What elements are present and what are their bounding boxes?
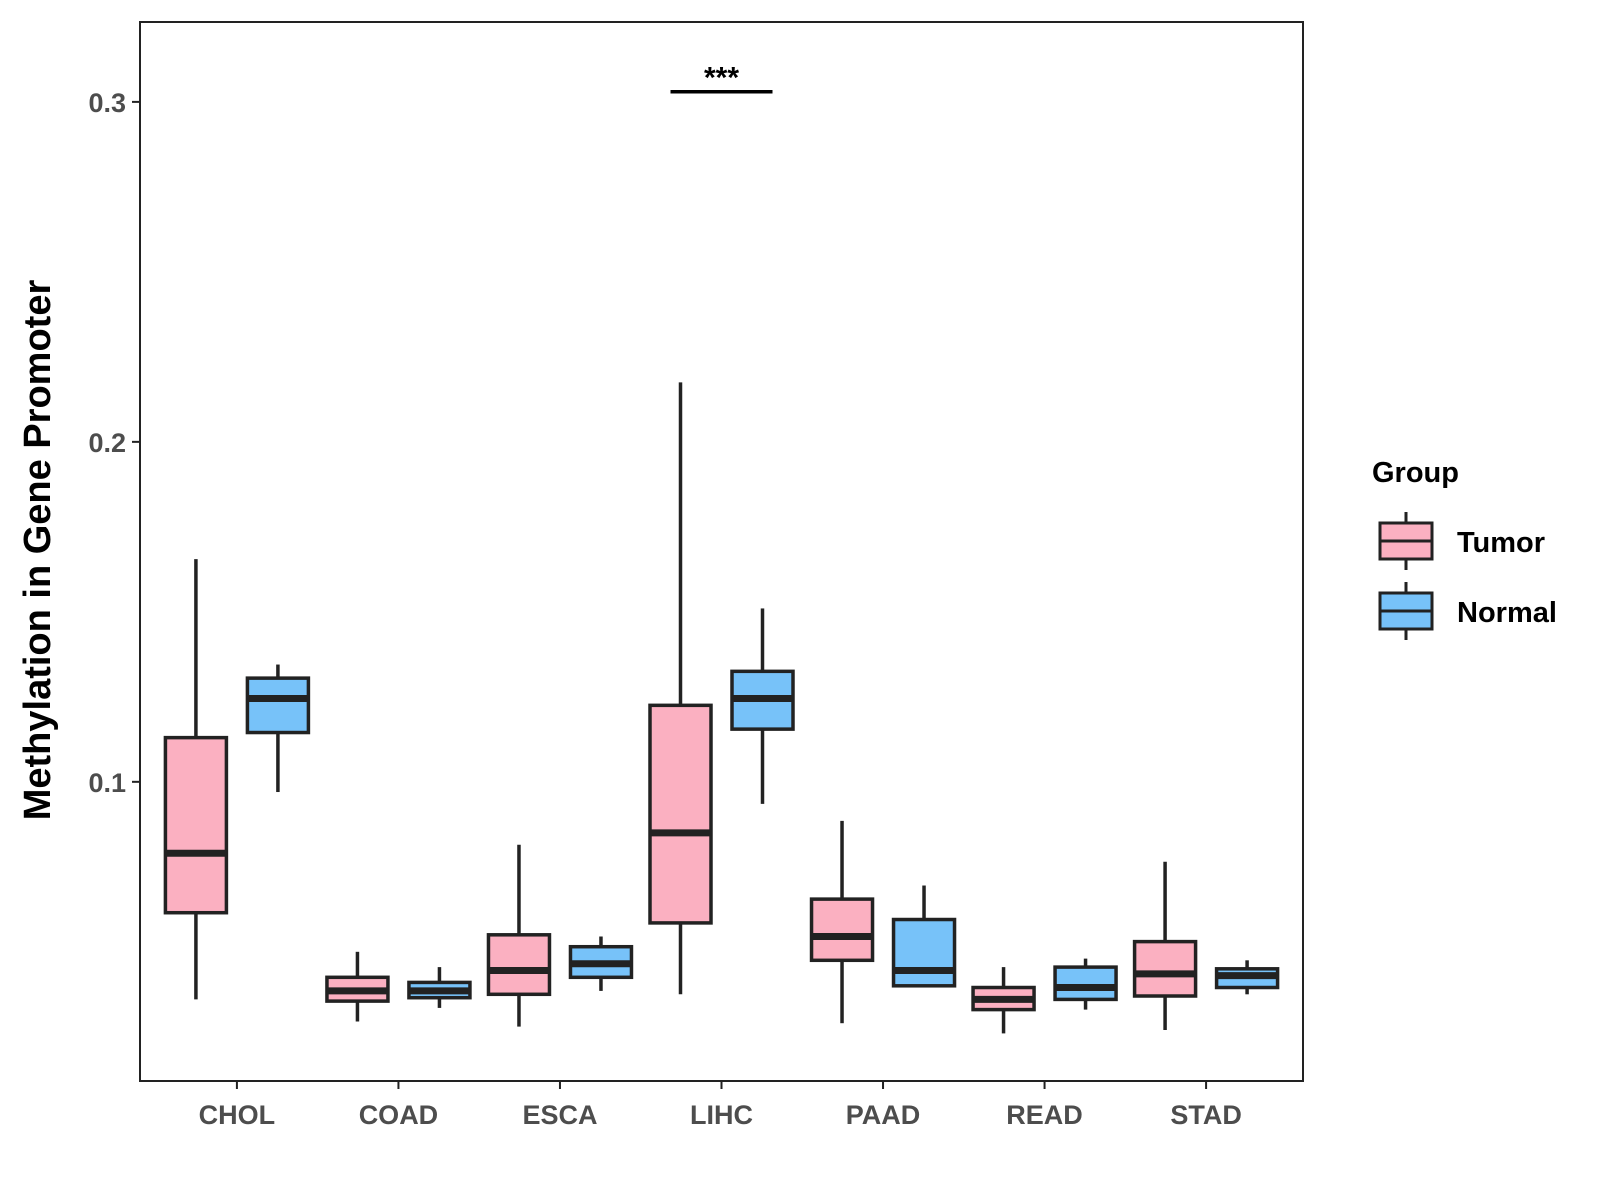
box-tumor-chol — [163, 559, 229, 1000]
box-tumor-read — [971, 967, 1036, 1034]
box-normal-stad — [1214, 960, 1280, 995]
legend-label: Tumor — [1457, 527, 1545, 559]
box-normal-coad — [407, 967, 472, 1008]
box-iqr — [891, 917, 957, 988]
box-tumor-coad — [325, 951, 390, 1022]
boxes-layer — [163, 382, 1280, 1034]
box-normal-read — [1053, 958, 1118, 1010]
x-tick-label: STAD — [1170, 1100, 1242, 1130]
x-tick-label: LIHC — [690, 1100, 753, 1130]
box-normal-paad — [891, 885, 957, 988]
box-tumor-stad — [1132, 861, 1198, 1031]
box-tumor-lihc — [648, 382, 713, 995]
x-tick-label: ESCA — [522, 1100, 597, 1130]
legend-item-tumor: Tumor — [1378, 512, 1545, 570]
box-iqr — [809, 897, 875, 963]
box-normal-chol — [245, 664, 311, 793]
box-tumor-esca — [486, 844, 552, 1027]
x-tick-label: READ — [1006, 1100, 1083, 1130]
y-tick-label: 0.3 — [88, 88, 126, 118]
legend-title: Group — [1372, 457, 1459, 489]
axes-layer: 0.1 0.2 0.3 CHOL COAD ESCA LIHC PAAD READ STAD — [88, 21, 1304, 1130]
x-tick-label: COAD — [359, 1100, 439, 1130]
annotation-layer: *** — [670, 62, 773, 95]
significance-label: *** — [704, 62, 739, 95]
legend: Group Tumor Normal — [1372, 457, 1557, 640]
box-iqr — [245, 676, 311, 735]
box-tumor-paad — [809, 820, 875, 1024]
legend-items: Tumor Normal — [1378, 512, 1557, 640]
legend-label: Normal — [1457, 597, 1557, 629]
box-normal-esca — [568, 936, 634, 991]
y-axis-title: Methylation in Gene Promoter — [17, 280, 59, 821]
plot-panel-border — [139, 21, 1304, 1082]
x-tick-label: CHOL — [199, 1100, 276, 1130]
box-normal-lihc — [730, 608, 795, 804]
y-tick-label: 0.2 — [88, 428, 126, 458]
x-tick-label: PAAD — [846, 1100, 921, 1130]
box-iqr — [1132, 939, 1198, 998]
y-tick-label: 0.1 — [88, 768, 126, 798]
box-iqr — [486, 933, 552, 997]
box-iqr — [163, 735, 229, 915]
box-iqr — [1053, 965, 1118, 1002]
legend-item-normal: Normal — [1378, 582, 1557, 640]
box-iqr — [648, 703, 713, 925]
